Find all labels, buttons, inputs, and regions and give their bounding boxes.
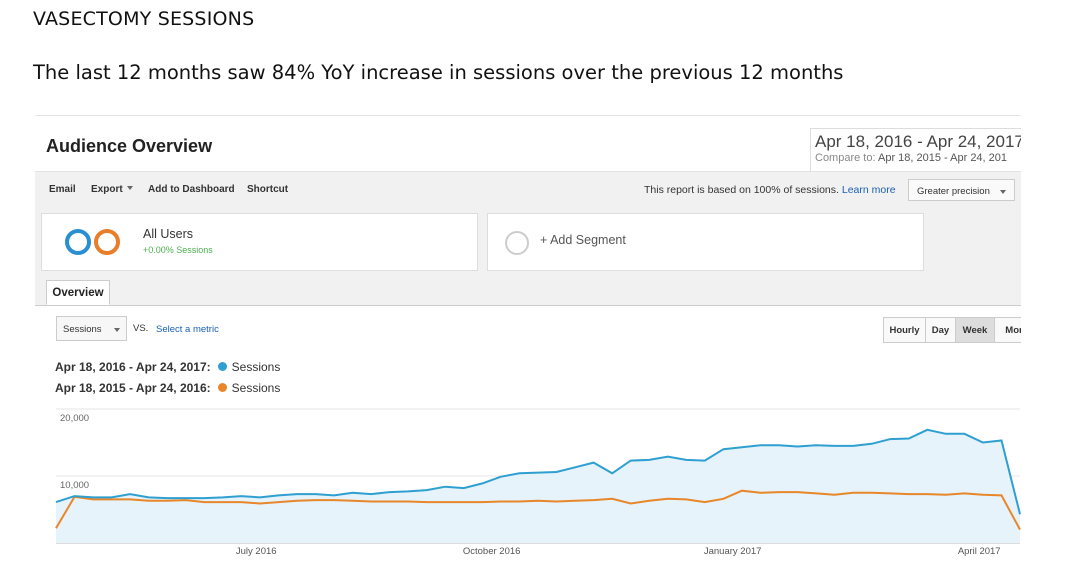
report-toolbar: Email Export Add to Dashboard Shortcut T… xyxy=(35,171,1021,211)
x-tick-label: January 2017 xyxy=(704,546,762,556)
legend-previous-metric: Sessions xyxy=(231,381,281,395)
segment-bar: All Users +0.00% Sessions + Add Segment xyxy=(35,210,1021,276)
legend-previous: Apr 18, 2015 - Apr 24, 2016: Sessions xyxy=(55,381,280,395)
tab-bar: Overview xyxy=(35,276,1021,306)
segment-name: All Users xyxy=(143,227,194,241)
granularity-day-button[interactable]: Day xyxy=(925,317,956,343)
segment-all-users[interactable]: All Users +0.00% Sessions xyxy=(41,213,478,271)
analytics-screenshot: Audience Overview Apr 18, 2016 - Apr 24,… xyxy=(35,115,1021,556)
sessions-chart: 20,000 10,000 July 2016 October 2016 January… xyxy=(55,408,1021,556)
y-tick-label: 20,000 xyxy=(60,413,89,424)
legend-previous-range: Apr 18, 2015 - Apr 24, 2016: xyxy=(55,381,211,395)
sessions-area-current xyxy=(56,429,1020,543)
metric-dropdown[interactable]: Sessions xyxy=(56,316,127,341)
chevron-down-icon xyxy=(126,186,133,190)
add-to-dashboard-button[interactable]: Add to Dashboard xyxy=(148,184,235,195)
sessions-line-current xyxy=(55,428,1021,515)
document-title: VASECTOMY SESSIONS xyxy=(33,8,255,30)
legend-dot-orange-icon xyxy=(217,383,227,392)
compare-label: Compare to: xyxy=(815,152,876,164)
date-range-picker[interactable]: Apr 18, 2016 - Apr 24, 2017 Compare to: … xyxy=(810,128,1021,172)
segment-percentage: +0.00% Sessions xyxy=(143,245,213,255)
chevron-down-icon xyxy=(1000,190,1006,194)
granularity-week-button[interactable]: Week xyxy=(955,317,995,343)
precision-dropdown[interactable]: Greater precision xyxy=(908,179,1015,201)
legend-dot-blue-icon xyxy=(217,362,227,371)
legend-current-range: Apr 18, 2016 - Apr 24, 2017: xyxy=(55,360,211,374)
x-tick-label: April 2017 xyxy=(958,546,1001,556)
email-button[interactable]: Email xyxy=(49,184,76,195)
y-tick-label: 10,000 xyxy=(60,480,89,491)
legend-current-metric: Sessions xyxy=(231,360,281,374)
segment-ring-orange-icon xyxy=(94,229,120,255)
vs-label: VS. xyxy=(133,323,149,334)
legend-current: Apr 18, 2016 - Apr 24, 2017: Sessions xyxy=(55,360,280,374)
date-range: Apr 18, 2016 - Apr 24, 2017 xyxy=(815,132,1021,151)
segment-ring-blue-icon xyxy=(65,229,91,255)
x-tick-label: July 2016 xyxy=(236,546,277,556)
add-segment-label: + Add Segment xyxy=(540,233,626,247)
sessions-line-previous xyxy=(55,489,1021,531)
document-subtitle: The last 12 months saw 84% YoY increase … xyxy=(33,61,844,84)
granularity-hourly-button[interactable]: Hourly xyxy=(883,317,926,343)
chevron-down-icon xyxy=(114,328,120,332)
shortcut-button[interactable]: Shortcut xyxy=(247,184,289,195)
tab-overview[interactable]: Overview xyxy=(46,280,110,305)
select-metric-link[interactable]: Select a metric xyxy=(156,324,219,335)
learn-more-link[interactable]: Learn more xyxy=(841,184,896,196)
compare-range: Compare to: Apr 18, 2015 - Apr 24, 201 xyxy=(815,152,1021,164)
report-title: Audience Overview xyxy=(46,136,213,156)
export-button[interactable]: Export xyxy=(91,184,133,195)
x-tick-label: October 2016 xyxy=(463,546,521,556)
sampling-note: This report is based on 100% of sessions… xyxy=(644,184,896,196)
granularity-month-button[interactable]: Mor xyxy=(994,317,1021,343)
compare-range-value: Apr 18, 2015 - Apr 24, 201 xyxy=(877,152,1008,164)
add-segment-button[interactable]: + Add Segment xyxy=(487,213,924,271)
add-segment-icon xyxy=(505,231,529,255)
